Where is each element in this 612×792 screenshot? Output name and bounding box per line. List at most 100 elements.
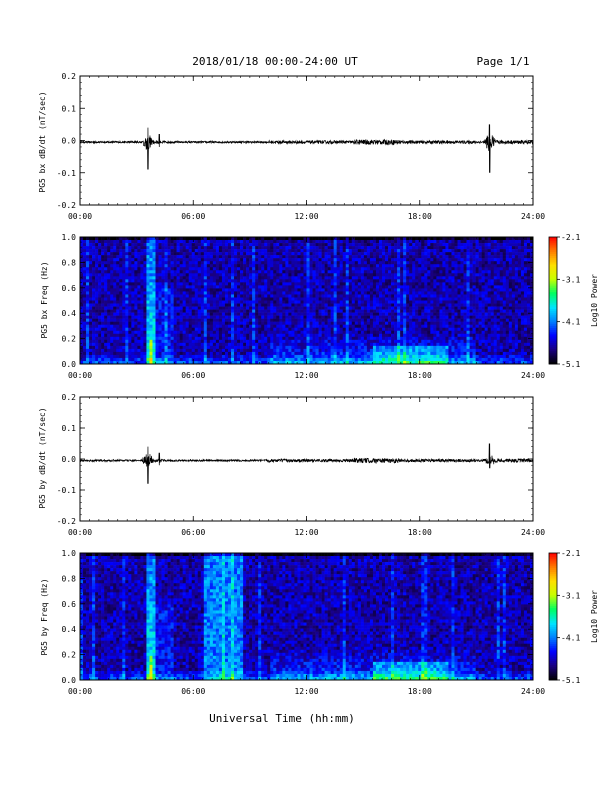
spectrogram-cell (146, 291, 150, 295)
spectrogram-cell (131, 252, 135, 256)
spectrogram-cell (122, 255, 126, 259)
spectrogram-cell (140, 333, 144, 338)
spectrogram-cell (424, 261, 428, 265)
spectrogram-cell (182, 360, 186, 365)
spectrogram-cell (255, 357, 259, 362)
spectrogram-cell (336, 288, 341, 292)
spectrogram-cell (375, 336, 380, 341)
spectrogram-cell (221, 276, 226, 280)
spectrogram-cell (366, 318, 371, 322)
spectrogram-cell (400, 297, 404, 301)
spectrogram-cell (164, 300, 168, 304)
spectrogram-cell (98, 318, 102, 322)
spectrogram-cell (378, 324, 383, 329)
spectrogram-cell (209, 330, 214, 335)
spectrogram-cell (273, 261, 277, 265)
spectrogram-cell (391, 339, 395, 344)
spectrogram-cell (92, 267, 96, 271)
spectrogram-cell (170, 345, 174, 350)
spectrogram-cell (418, 255, 422, 259)
spectrogram-cell (128, 279, 132, 283)
spectrogram-cell (98, 342, 102, 347)
spectrogram-cell (267, 243, 271, 247)
spectrogram-cell (104, 285, 108, 289)
spectrogram-cell (146, 324, 150, 329)
spectrogram-cell (369, 309, 374, 313)
spectrogram-cell (206, 342, 211, 347)
spectrogram-cell (366, 339, 371, 344)
spectrogram-cell (218, 330, 223, 335)
spectrogram-cell (306, 264, 310, 268)
spectrogram-cell (391, 300, 395, 304)
bx-dbdt-plot: 00:00 06:00 12:00 18:00 24:000.20.10.0-0.1-0… (57, 72, 545, 221)
spectrogram-cell (382, 327, 386, 332)
spectrogram-cell (173, 345, 177, 350)
spectrogram-cell (400, 294, 404, 298)
spectrogram-cell (258, 339, 262, 344)
spectrogram-cell (291, 270, 295, 274)
spectrogram-cell (297, 255, 301, 259)
spectrogram-cell (366, 351, 371, 356)
spectrogram-cell (194, 240, 199, 244)
spectrogram-cell (234, 252, 238, 256)
spectrogram-cell (297, 312, 301, 316)
spectrogram-cell (206, 297, 211, 301)
spectrogram-cell (167, 360, 171, 365)
spectrogram-cell (309, 243, 313, 247)
spectrogram-cell (98, 243, 102, 247)
spectrogram-cell (357, 339, 362, 344)
spectrogram-cell (360, 330, 365, 335)
spectrogram-cell (318, 279, 322, 283)
spectrogram-cell (261, 348, 265, 353)
spectrogram-cell (164, 342, 168, 347)
spectrogram-cell (125, 273, 129, 277)
spectrogram-cell (149, 249, 153, 253)
spectrogram-cell (98, 315, 102, 319)
spectrogram-cell (86, 309, 90, 313)
spectrogram-cell (197, 342, 202, 347)
spectrogram-cell (191, 336, 196, 341)
spectrogram-cell (143, 264, 147, 268)
spectrogram-cell (188, 288, 193, 292)
spectrogram-cell (227, 273, 232, 277)
spectrogram-cell (218, 309, 223, 313)
spectrogram-cell (246, 243, 250, 247)
spectrogram-cell (231, 294, 235, 298)
spectrogram-cell (369, 270, 374, 274)
spectrogram-cell (324, 342, 328, 347)
spectrogram-cell (363, 330, 368, 335)
spectrogram-cell (421, 318, 425, 322)
spectrogram-cell (122, 258, 126, 262)
spectrogram-cell (255, 321, 259, 325)
spectrogram-cell (224, 270, 229, 274)
spectrogram-cell (86, 252, 90, 256)
spectrogram-cell (382, 267, 386, 271)
spectrogram-cell (107, 306, 111, 310)
spectrogram-cell (140, 276, 144, 280)
spectrogram-cell (191, 297, 196, 301)
spectrogram-cell (140, 315, 144, 319)
spectrogram-cell (336, 252, 341, 256)
spectrogram-cell (294, 357, 298, 362)
spectrogram-cell (137, 255, 141, 259)
spectrogram-cell (182, 348, 186, 353)
spectrogram-cell (258, 303, 262, 307)
spectrogram-cell (131, 336, 135, 341)
spectrogram-cell (339, 324, 344, 329)
spectrogram-cell (80, 357, 84, 362)
spectrogram-cell (119, 270, 123, 274)
spectrogram-cell (143, 360, 147, 365)
spectrogram-cell (333, 246, 337, 250)
spectrogram-cell (333, 252, 337, 256)
spectrogram-cell (209, 342, 214, 347)
spectrogram-cell (243, 240, 247, 244)
spectrogram-cell (354, 285, 359, 289)
spectrogram-cell (182, 345, 186, 350)
spectrogram-cell (209, 354, 214, 359)
spectrogram-cell (234, 345, 238, 350)
spectrogram-cell (264, 273, 268, 277)
spectrogram-cell (273, 258, 277, 262)
spectrogram-cell (394, 342, 398, 347)
spectrogram-cell (273, 285, 277, 289)
spectrogram-cell (372, 342, 377, 347)
